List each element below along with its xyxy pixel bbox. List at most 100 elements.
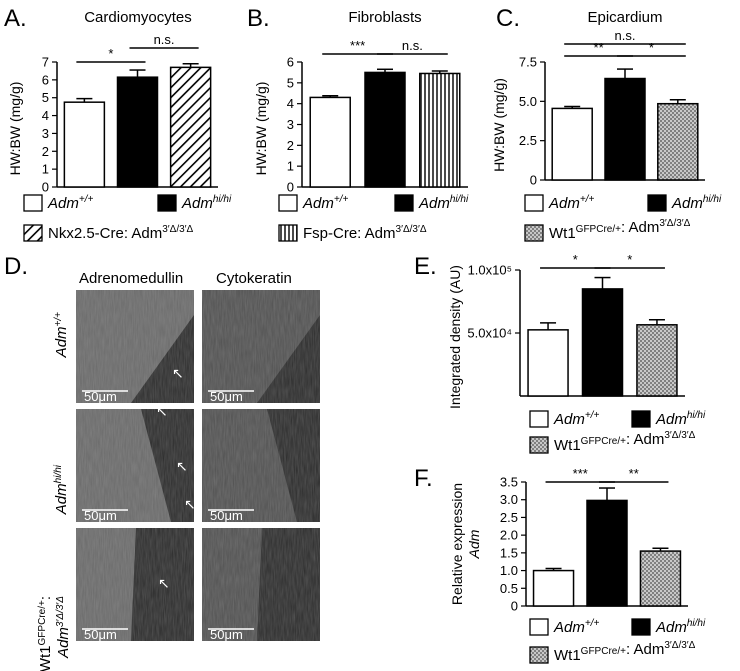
chart-cardiomyocytes: Cardiomyocytes 0 1 2 3 4 5 6 7 HW:BW (mg/g) * n.s. [7, 9, 218, 195]
legend-swatch [278, 194, 298, 212]
bar-0 [551, 107, 593, 181]
row-label-wt1-adm: Adm3′Δ/3′Δ [55, 596, 72, 659]
legends: Adm+/+ Admhi/hi Nkx2.5-Cre: Adm3′Δ/3′Δ Adm+… [23, 194, 722, 664]
row-label-hihi: Admhi/hi [53, 464, 70, 515]
row-label-wt: Adm+/+ [53, 312, 70, 358]
significance-label: * [627, 252, 632, 267]
legend-c-hihi: Admhi/hi [647, 194, 722, 212]
y-tick-label: 3.0 [500, 492, 518, 507]
bar-2 [636, 324, 678, 397]
chart-title: Cardiomyocytes [84, 9, 192, 26]
scale-bar-label: 50μm [210, 389, 243, 404]
panel-label-a: A. [4, 5, 27, 32]
panel-label-e: E. [414, 253, 437, 280]
y-tick-label: 1 [287, 159, 294, 174]
legend-swatch [23, 224, 43, 242]
legend-swatch [631, 410, 651, 428]
y-tick-label: 1.0x10⁵ [468, 263, 512, 278]
bar-1 [604, 77, 646, 181]
scale-bar-label: 50μm [84, 508, 117, 523]
bar-1 [586, 499, 628, 607]
texture-overlay [202, 528, 320, 641]
legend-swatch [157, 194, 177, 212]
scale-bar-label: 50μm [210, 508, 243, 523]
significance-label: ** [629, 466, 639, 481]
y-tick-label: 7.5 [519, 55, 537, 70]
legend-label: Wt1GFPCre/+: Adm3′Δ/3′Δ [554, 430, 696, 454]
y-tick-label: 6 [287, 55, 294, 70]
legend-label: Admhi/hi [655, 618, 706, 636]
legend-e-hihi: Admhi/hi [631, 410, 706, 428]
y-tick-label: 0 [530, 173, 537, 188]
legend-f-wt1: Wt1GFPCre/+: Adm3′Δ/3′Δ [529, 640, 696, 664]
bar-2 [419, 72, 461, 188]
legend-f-wt: Adm+/+ [529, 618, 599, 636]
bar-0 [532, 569, 575, 607]
legend-a-hihi: Admhi/hi [157, 194, 232, 212]
texture-overlay [76, 290, 194, 403]
micrograph-r0-c0: 50μm ↖ [76, 290, 194, 404]
legend-label: Wt1GFPCre/+: Adm3′Δ/3′Δ [554, 640, 696, 664]
arrow-icon: ↖ [156, 404, 168, 420]
legend-swatch [647, 194, 667, 212]
y-tick-label: 5 [287, 75, 294, 90]
legend-label: Wt1GFPCre/+: Adm3′Δ/3′Δ [549, 218, 691, 242]
legend-label: Adm+/+ [47, 194, 93, 212]
y-tick-label: 2.5 [500, 510, 518, 525]
legend-label: Admhi/hi [418, 194, 469, 212]
legend-f-hihi: Admhi/hi [631, 618, 706, 636]
significance-label: *** [573, 466, 588, 481]
y-axis-label: HW:BW (mg/g) [491, 78, 507, 172]
arrow-icon: ↖ [158, 576, 170, 592]
y-tick-label: 3 [42, 126, 49, 141]
panel-label-b: B. [247, 5, 270, 32]
micrograph-r1-c1: 50μm [202, 409, 320, 523]
bar-2 [169, 66, 212, 188]
legend-swatch [529, 646, 549, 664]
legend-swatch [23, 194, 43, 212]
scale-bar-label: 50μm [84, 389, 117, 404]
bar-1 [581, 288, 624, 397]
legend-c-wt1: Wt1GFPCre/+: Adm3′Δ/3′Δ [524, 218, 691, 242]
legend-label: Fsp-Cre: Adm3′Δ/3′Δ [303, 224, 427, 242]
y-axis-label: Relative expressionAdm [449, 483, 482, 605]
micrograph-r2-c0: 50μm ↖ [76, 528, 194, 642]
chart-title: Fibroblasts [348, 9, 421, 26]
legend-b-hihi: Admhi/hi [394, 194, 469, 212]
micrograph-r0-c1: 50μm [202, 290, 320, 404]
y-tick-label: 7 [42, 55, 49, 70]
chart-title: Epicardium [587, 9, 662, 26]
y-tick-label: 3.5 [500, 475, 518, 490]
y-tick-label: 5 [42, 90, 49, 105]
legend-c-wt: Adm+/+ [524, 194, 594, 212]
y-tick-label: 1.0 [500, 563, 518, 578]
legend-swatch [631, 618, 651, 636]
y-axis-label: HW:BW (mg/g) [7, 82, 23, 176]
legend-label: Admhi/hi [181, 194, 232, 212]
bar-2 [639, 550, 682, 607]
bar-2 [657, 102, 699, 181]
bar-0 [309, 96, 351, 188]
panel-label-f: F. [414, 465, 433, 492]
legend-b-fsp: Fsp-Cre: Adm3′Δ/3′Δ [278, 224, 427, 242]
y-tick-label: 0 [511, 599, 518, 614]
legend-swatch [529, 436, 549, 454]
column-label-cytokeratin: Cytokeratin [216, 270, 292, 287]
panel-label-d: D. [4, 253, 28, 280]
panel-label-c: C. [496, 5, 520, 32]
arrow-icon: ↖ [172, 366, 184, 382]
y-tick-label: 6 [42, 72, 49, 87]
significance-label: * [573, 252, 578, 267]
y-tick-label: 2 [42, 144, 49, 159]
bar-0 [527, 329, 569, 397]
scale-bar-label: 50μm [84, 627, 117, 642]
texture-overlay [202, 290, 320, 403]
y-tick-label: 2 [287, 138, 294, 153]
column-label-adrenomedullin: Adrenomedullin [79, 270, 183, 287]
legend-swatch [529, 410, 549, 428]
legend-swatch [278, 224, 298, 242]
legend-label: Admhi/hi [655, 410, 706, 428]
y-tick-label: 0.5 [500, 581, 518, 596]
scale-bar-label: 50μm [210, 627, 243, 642]
